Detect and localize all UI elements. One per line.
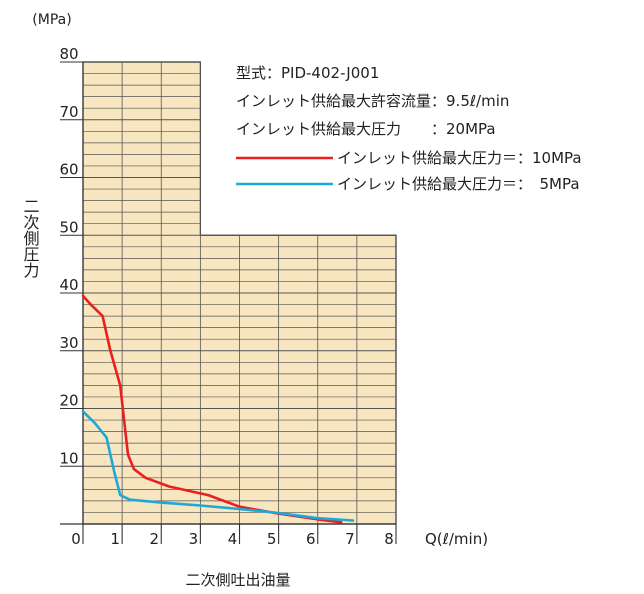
spec-max-pressure: インレット供給最大圧力 ：20MPa — [236, 120, 496, 138]
x-tick-label: 6 — [306, 530, 316, 548]
series-lines — [81, 294, 355, 524]
legend: インレット供給最大圧力＝：10MPa インレット供給最大圧力＝： 5MPa — [236, 149, 582, 193]
x-axis-label: 二次側吐出油量 — [185, 571, 290, 589]
x-tick-label: 1 — [110, 530, 120, 548]
axes — [60, 61, 397, 544]
y-tick-label: 10 — [59, 449, 78, 467]
y-tick-label: 80 — [59, 45, 78, 63]
x-tick-label: 7 — [345, 530, 355, 548]
series-line-1 — [81, 410, 355, 522]
legend-label-10mpa: インレット供給最大圧力＝：10MPa — [337, 149, 582, 167]
legend-label-5mpa: インレット供給最大圧力＝： 5MPa — [337, 175, 580, 193]
x-axis-unit: Q(ℓ/min) — [425, 530, 488, 548]
spec-block: 型式：PID-402-J001 インレット供給最大許容流量：9.5ℓ/min イ… — [236, 64, 509, 138]
x-tick-label: 4 — [228, 530, 238, 548]
x-tick-label: 2 — [149, 530, 159, 548]
grid — [82, 61, 397, 525]
y-tick-label: 40 — [59, 276, 78, 294]
x-tick-label: 0 — [71, 530, 81, 548]
x-tick-label: 8 — [384, 530, 394, 548]
spec-model: 型式：PID-402-J001 — [236, 64, 379, 82]
y-tick-label: 50 — [59, 218, 78, 236]
y-axis-label: 二次側圧力 — [21, 198, 40, 279]
x-tick-label: 3 — [189, 530, 199, 548]
x-tick-label: 5 — [267, 530, 277, 548]
y-axis-unit: (MPa) — [32, 12, 71, 28]
y-tick-label: 70 — [59, 103, 78, 121]
y-tick-label: 30 — [59, 334, 78, 352]
tick-labels: 10 20 30 40 50 60 70 80 0 1 2 3 4 5 6 7 8 — [59, 45, 393, 548]
spec-max-flow: インレット供給最大許容流量：9.5ℓ/min — [236, 92, 509, 110]
y-tick-label: 20 — [59, 392, 78, 410]
y-tick-label: 60 — [59, 161, 78, 179]
